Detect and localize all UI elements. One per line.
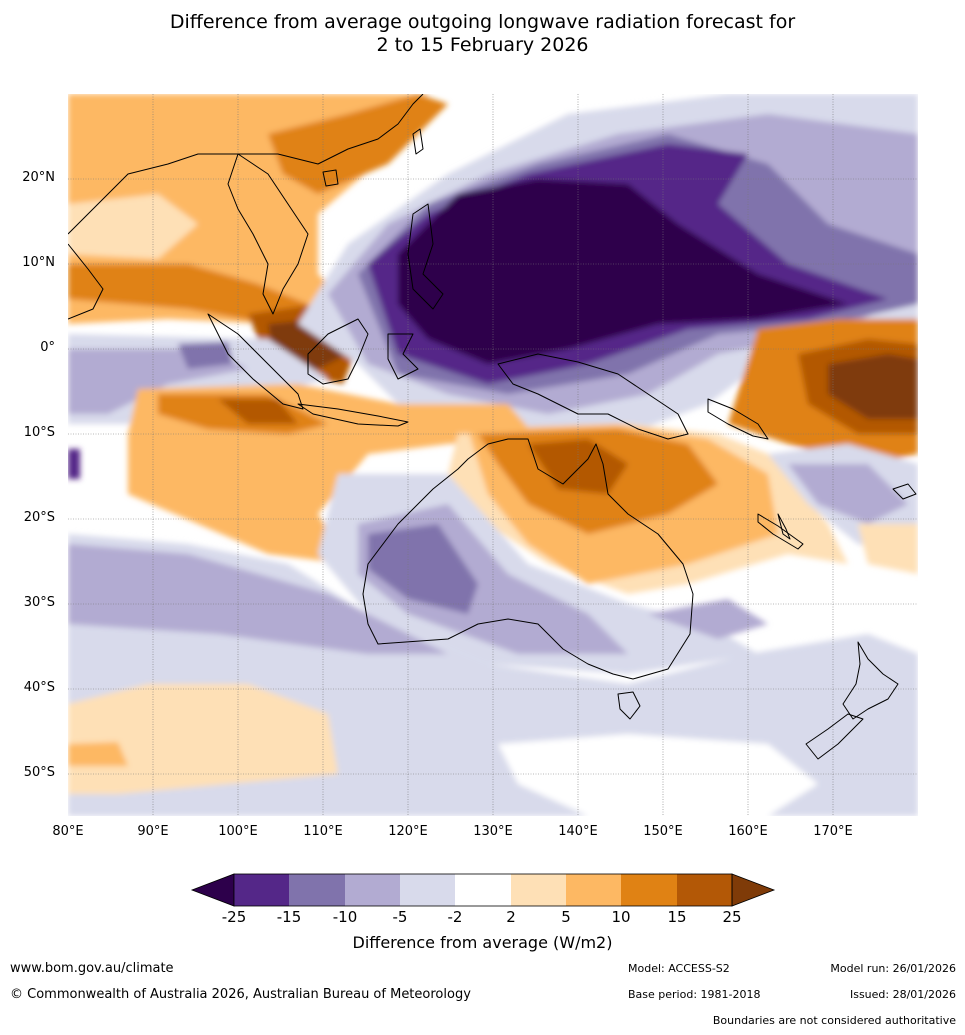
colorbar-swatch-m5-m2 [400, 874, 455, 906]
colorbar-tick-2: 2 [506, 908, 516, 926]
base-period: Base period: 1981-2018 [628, 988, 761, 1001]
model-run-date: Model run: 26/01/2026 [830, 962, 956, 975]
anomaly-region-pacific-core [398, 179, 848, 364]
colorbar-tick-5: 5 [561, 908, 571, 926]
lon-label-90e: 90°E [137, 824, 169, 839]
coast-new-zealand-north [842, 641, 899, 720]
lat-label-10n: 10°N [22, 255, 55, 270]
coast-new-guinea [497, 353, 689, 440]
colorbar [190, 873, 776, 907]
coast-philippines [407, 203, 444, 310]
lon-label-80e: 80°E [52, 824, 84, 839]
anomaly-region-asia-inner [68, 264, 308, 329]
coast-new-caledonia [757, 513, 804, 550]
coast-new-zealand-south [805, 713, 864, 760]
lat-label-50s: 50°S [23, 765, 55, 780]
coast-taiwan [412, 128, 424, 155]
copyright-text: © Commonwealth of Australia 2026, Austra… [10, 987, 471, 1002]
colorbar-tick-10: 10 [611, 908, 631, 926]
lon-label-130e: 130°E [473, 824, 513, 839]
lon-label-110e: 110°E [303, 824, 343, 839]
colorbar-tick-15: 15 [667, 908, 687, 926]
coast-indochina [227, 153, 309, 315]
anomaly-region-south-indian-warm [68, 684, 338, 794]
colorbar-tick-minus5: -5 [392, 908, 408, 926]
coast-vanuatu [777, 513, 791, 540]
lat-label-30s: 30°S [23, 595, 55, 610]
olr-anomaly-map [68, 94, 918, 816]
coast-tasmania [617, 691, 641, 720]
coast-java [297, 403, 409, 427]
anomaly-region-southern-ocean2 [68, 544, 448, 654]
lon-label-100e: 100°E [218, 824, 258, 839]
anomaly-region-io-edge-cold [68, 449, 80, 479]
coastlines [68, 94, 917, 760]
anomaly-region-south-indian-warm2 [68, 742, 128, 766]
coast-fiji [892, 483, 917, 500]
colorbar-swatch-p15-p25 [677, 874, 732, 906]
colorbar-tick-25: 25 [722, 908, 742, 926]
map-title-line2: 2 to 15 February 2026 [376, 34, 589, 56]
map-title-line1: Difference from average outgoing longwav… [169, 11, 796, 33]
colorbar-tick-minus2: -2 [447, 908, 463, 926]
lon-label-150e: 150°E [643, 824, 683, 839]
lat-label-40s: 40°S [23, 680, 55, 695]
colorbar-swatch-gt-25 [731, 873, 776, 907]
colorbar-swatch-m15-m10 [289, 874, 345, 906]
lon-label-160e: 160°E [728, 824, 768, 839]
website-link[interactable]: www.bom.gov.au/climate [10, 961, 174, 976]
coast-australia [362, 438, 694, 680]
anomaly-region-south-china [268, 94, 448, 194]
colorbar-swatch-p10-p15 [621, 874, 677, 906]
boundaries-disclaimer: Boundaries are not considered authoritat… [712, 1014, 956, 1027]
anomaly-region-io-cold3 [178, 342, 233, 369]
anomaly-region-south-pacific-cool2 [788, 464, 908, 524]
coast-india-east [68, 243, 104, 320]
colorbar-swatch-m25-m15 [234, 874, 289, 906]
colorbar-swatch-lt-minus25 [190, 873, 235, 907]
anomaly-region-east-warm [858, 524, 918, 574]
lat-label-10s: 10°S [23, 425, 55, 440]
coast-asia-mainland [68, 94, 424, 235]
anomaly-region-wpac-hot [828, 354, 918, 419]
issued-date: Issued: 28/01/2026 [849, 988, 956, 1001]
coast-hainan [322, 169, 339, 187]
coast-borneo [307, 318, 369, 385]
colorbar-swatch-m2-p2 [455, 874, 511, 906]
lon-label-170e: 170°E [813, 824, 853, 839]
model-name: Model: ACCESS-S2 [628, 962, 730, 975]
lon-label-120e: 120°E [388, 824, 428, 839]
anomaly-region-asia-light [68, 194, 198, 259]
colorbar-swatch-p2-p5 [511, 874, 566, 906]
lon-label-140e: 140°E [558, 824, 598, 839]
anomaly-region-aus-cool3 [368, 524, 478, 614]
anomaly-region-io-warm3 [218, 399, 298, 424]
coast-solomons [707, 398, 769, 440]
lat-label-20n: 20°N [22, 170, 55, 185]
colorbar-swatch-m10-m5 [345, 874, 400, 906]
lat-label-0: 0° [40, 340, 55, 355]
coast-sumatra [207, 313, 304, 410]
coast-sulawesi [387, 333, 419, 380]
colorbar-label: Difference from average (W/m2) [352, 933, 613, 952]
colorbar-swatch-p5-p10 [566, 874, 621, 906]
graticule [68, 94, 918, 816]
lat-label-20s: 20°S [23, 510, 55, 525]
anomaly-region-southern-ocean3 [648, 599, 768, 639]
map-canvas [68, 94, 918, 816]
colorbar-tick-minus25: -25 [221, 908, 247, 926]
colorbar-tick-minus10: -10 [332, 908, 358, 926]
colorbar-tick-minus15: -15 [276, 908, 302, 926]
